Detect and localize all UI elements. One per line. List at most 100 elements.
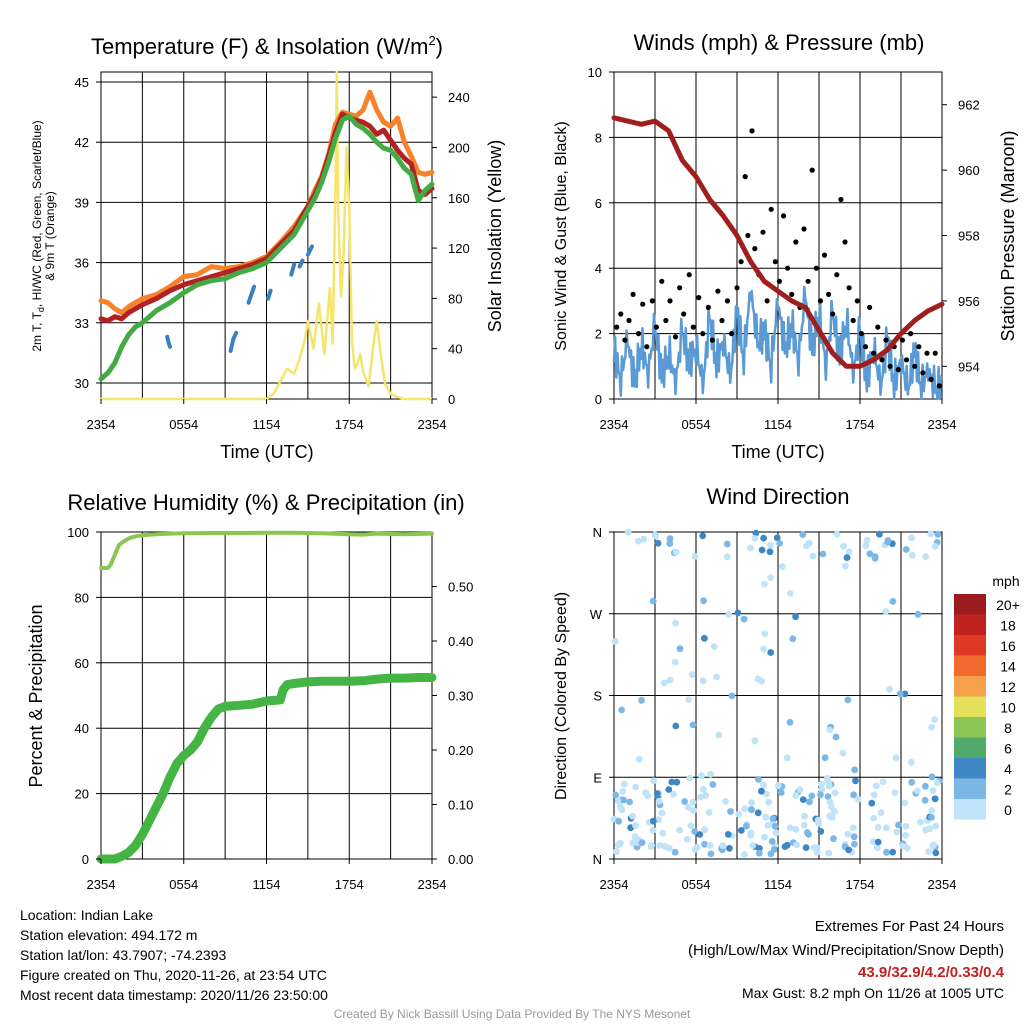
wind-direction-point bbox=[640, 535, 648, 543]
colorbar-swatch bbox=[954, 635, 986, 656]
y-tick-label: 2 bbox=[595, 327, 602, 342]
wind-direction-point bbox=[755, 849, 763, 857]
gust-point bbox=[936, 383, 942, 389]
wind-direction-point bbox=[801, 812, 808, 820]
y-tick-label: 39 bbox=[75, 195, 89, 210]
wind-direction-point bbox=[747, 806, 755, 813]
wind-direction-point bbox=[767, 649, 775, 656]
wind-direction-point bbox=[813, 849, 821, 856]
y2-tick-label: 958 bbox=[958, 229, 980, 244]
wind-direction-point bbox=[851, 840, 858, 848]
gust-point bbox=[813, 265, 819, 271]
y2-tick-label: 956 bbox=[958, 294, 980, 309]
wind-direction-point bbox=[671, 658, 679, 666]
colorbar-label: 10 bbox=[1000, 700, 1016, 716]
colorbar-label: 20+ bbox=[996, 597, 1020, 613]
wind-direction-point bbox=[649, 817, 657, 825]
wind-direction-point bbox=[765, 798, 772, 806]
colorbar: 20+ 18 16 14 12 10 8 6 4 2 0 bbox=[954, 594, 1020, 820]
wind-direction-point bbox=[642, 789, 650, 797]
temperature-xlabel: Time (UTC) bbox=[220, 442, 313, 462]
y-tick-label: N bbox=[593, 525, 602, 540]
x-tick-label: 0554 bbox=[169, 417, 198, 432]
x-tick-label: 1154 bbox=[253, 877, 281, 892]
gust-point bbox=[705, 304, 711, 310]
gust-point bbox=[649, 298, 655, 304]
wind-direction-point bbox=[872, 782, 880, 790]
colorbar-label: 6 bbox=[1004, 741, 1012, 757]
x-tick-label: 2354 bbox=[600, 877, 629, 892]
wind-direction-point bbox=[770, 846, 778, 853]
wind-direction-point bbox=[844, 696, 852, 704]
wind-direction-point bbox=[808, 792, 816, 800]
wind-direction-point bbox=[672, 722, 680, 730]
gust-point bbox=[780, 213, 787, 219]
gust-point bbox=[895, 367, 901, 373]
wind-direction-point bbox=[884, 538, 892, 546]
y-tick-label: 20 bbox=[75, 787, 89, 802]
wind-direction-point bbox=[934, 530, 942, 538]
wind-direction-point bbox=[758, 677, 765, 685]
wind-direction-point bbox=[769, 815, 777, 822]
wind-direction-point bbox=[839, 749, 847, 757]
wind-direction-point bbox=[766, 541, 774, 549]
wind-direction-point bbox=[786, 590, 794, 597]
gust-point bbox=[821, 252, 828, 258]
wind-direction-point bbox=[845, 548, 853, 556]
y-tick-label: N bbox=[593, 852, 602, 867]
wind-direction-point bbox=[928, 723, 935, 731]
colorbar-swatch bbox=[954, 696, 986, 717]
gust-point bbox=[850, 317, 856, 324]
temperature-ylabel-line2: & 9m T (Orange) bbox=[43, 191, 57, 281]
gust-point bbox=[846, 285, 852, 291]
wind-direction-point bbox=[635, 755, 643, 763]
wind-direction-panel: Wind Direction 2354 0554 1154 1754 2354 N E S W N… bbox=[553, 484, 1020, 892]
extremes-title: Extremes For Past 24 Hours bbox=[814, 918, 1004, 935]
wind-direction-point bbox=[620, 780, 628, 788]
wind-direction-point bbox=[809, 552, 817, 560]
temperature-ylabel-line1: 2m T, Td, HI/WC (Red, Green, Scarlet/Blu… bbox=[30, 120, 46, 351]
wind-direction-point bbox=[840, 542, 847, 550]
wind-direction-point bbox=[686, 774, 694, 782]
gust-point bbox=[659, 278, 665, 284]
wind-direction-point bbox=[689, 721, 697, 729]
wind-direction-point bbox=[908, 778, 916, 786]
y2-tick-label: 954 bbox=[958, 359, 980, 374]
x-tick-label: 0554 bbox=[169, 877, 198, 892]
wind-direction-point bbox=[751, 535, 759, 542]
wind-direction-point bbox=[612, 791, 620, 799]
wind-direction-point bbox=[886, 685, 893, 693]
gust-point bbox=[681, 311, 687, 317]
wind-direction-point bbox=[851, 766, 859, 774]
wind-direction-point bbox=[611, 638, 619, 645]
y2-tick-label: 160 bbox=[448, 191, 470, 206]
wind-direction-point bbox=[699, 677, 707, 685]
wind-direction-point bbox=[632, 783, 640, 791]
colorbar-swatch bbox=[954, 758, 986, 779]
extremes-values: 43.9/32.9/4.2/0.33/0.4 bbox=[858, 964, 1004, 981]
wind-direction-point bbox=[758, 787, 765, 795]
wind-direction-point bbox=[649, 826, 657, 834]
wind-direction-point bbox=[817, 828, 825, 835]
wind-direction-point bbox=[868, 799, 876, 807]
wind-direction-title: Wind Direction bbox=[706, 484, 849, 509]
extremes-box: Extremes For Past 24 Hours (High/Low/Max… bbox=[688, 915, 1004, 1003]
wind-direction-point bbox=[668, 778, 676, 786]
wind-direction-point bbox=[748, 799, 755, 806]
wind-direction-point bbox=[653, 790, 661, 797]
gust-point bbox=[899, 337, 906, 343]
wind-direction-point bbox=[619, 788, 627, 795]
y-tick-label: 80 bbox=[75, 590, 89, 605]
gust-point bbox=[640, 301, 646, 307]
colorbar-swatch bbox=[954, 778, 986, 799]
y-tick-label: 100 bbox=[67, 525, 89, 540]
wind-direction-point bbox=[707, 850, 715, 858]
gust-point bbox=[760, 229, 766, 235]
gust-point bbox=[862, 344, 869, 350]
wind-direction-point bbox=[632, 822, 639, 829]
wind-direction-point bbox=[845, 846, 853, 854]
wind-direction-point bbox=[767, 574, 775, 581]
colorbar-swatch bbox=[954, 676, 986, 697]
y2-tick-label: 0.10 bbox=[448, 798, 473, 813]
